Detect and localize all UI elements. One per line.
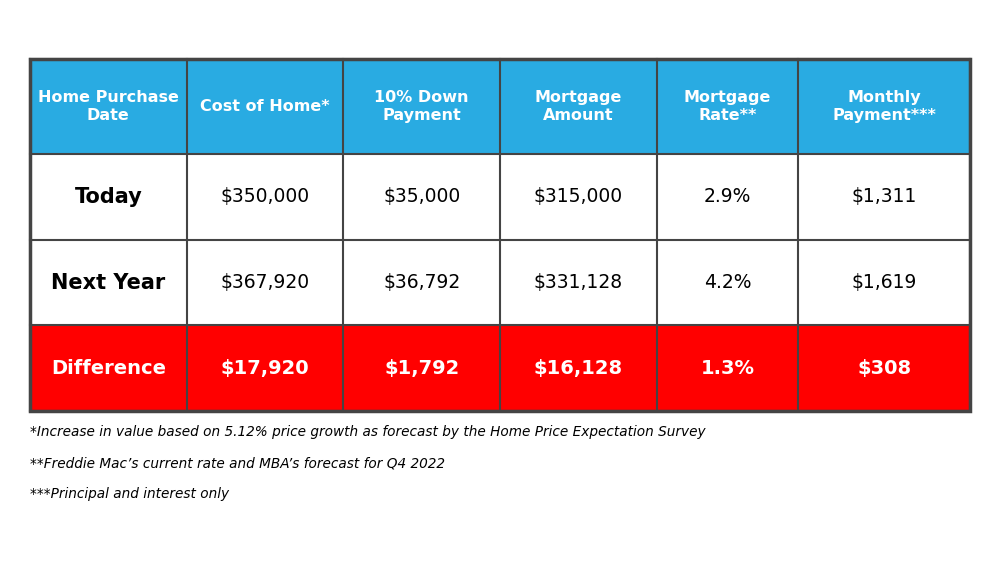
Text: $367,920: $367,920 xyxy=(220,273,310,292)
Bar xyxy=(343,59,500,154)
Text: ***Principal and interest only: ***Principal and interest only xyxy=(30,487,229,501)
Text: $17,920: $17,920 xyxy=(221,359,309,378)
Text: $315,000: $315,000 xyxy=(534,187,623,207)
Text: *Increase in value based on 5.12% price growth as forecast by the Home Price Exp: *Increase in value based on 5.12% price … xyxy=(30,425,706,439)
Text: $35,000: $35,000 xyxy=(383,187,460,207)
Bar xyxy=(657,154,798,240)
Text: 10% Down
Payment: 10% Down Payment xyxy=(374,91,469,123)
Text: **Freddie Mac’s current rate and MBA’s forecast for Q4 2022: **Freddie Mac’s current rate and MBA’s f… xyxy=(30,456,445,470)
Text: 1.3%: 1.3% xyxy=(700,359,754,378)
Text: Mortgage
Rate**: Mortgage Rate** xyxy=(684,91,771,123)
Text: Difference: Difference xyxy=(51,359,166,378)
Bar xyxy=(187,240,343,325)
Bar xyxy=(30,154,187,240)
Bar xyxy=(798,240,970,325)
Text: Home Purchase
Date: Home Purchase Date xyxy=(38,91,179,123)
Bar xyxy=(657,325,798,411)
Bar xyxy=(798,325,970,411)
Text: $308: $308 xyxy=(857,359,911,378)
Bar xyxy=(657,59,798,154)
Text: Today: Today xyxy=(74,187,142,207)
Bar xyxy=(500,154,657,240)
Text: $350,000: $350,000 xyxy=(220,187,310,207)
Bar xyxy=(657,240,798,325)
Text: Cost of Home*: Cost of Home* xyxy=(200,99,330,114)
Bar xyxy=(343,325,500,411)
Bar xyxy=(500,240,657,325)
Text: Monthly
Payment***: Monthly Payment*** xyxy=(832,91,936,123)
Bar xyxy=(30,325,187,411)
Text: $36,792: $36,792 xyxy=(383,273,460,292)
Text: $331,128: $331,128 xyxy=(534,273,623,292)
Text: 4.2%: 4.2% xyxy=(704,273,751,292)
Bar xyxy=(343,154,500,240)
Bar xyxy=(30,240,187,325)
Text: $1,619: $1,619 xyxy=(851,273,917,292)
Bar xyxy=(798,59,970,154)
Text: 2.9%: 2.9% xyxy=(704,187,751,207)
Bar xyxy=(500,59,657,154)
Text: $1,792: $1,792 xyxy=(384,359,459,378)
Bar xyxy=(343,240,500,325)
Bar xyxy=(187,154,343,240)
Bar xyxy=(187,325,343,411)
Bar xyxy=(500,325,657,411)
Text: Next Year: Next Year xyxy=(51,272,165,293)
Bar xyxy=(798,154,970,240)
Bar xyxy=(30,59,970,411)
Bar xyxy=(187,59,343,154)
Bar xyxy=(30,59,187,154)
Text: Mortgage
Amount: Mortgage Amount xyxy=(535,91,622,123)
Text: $1,311: $1,311 xyxy=(851,187,917,207)
Text: $16,128: $16,128 xyxy=(534,359,623,378)
